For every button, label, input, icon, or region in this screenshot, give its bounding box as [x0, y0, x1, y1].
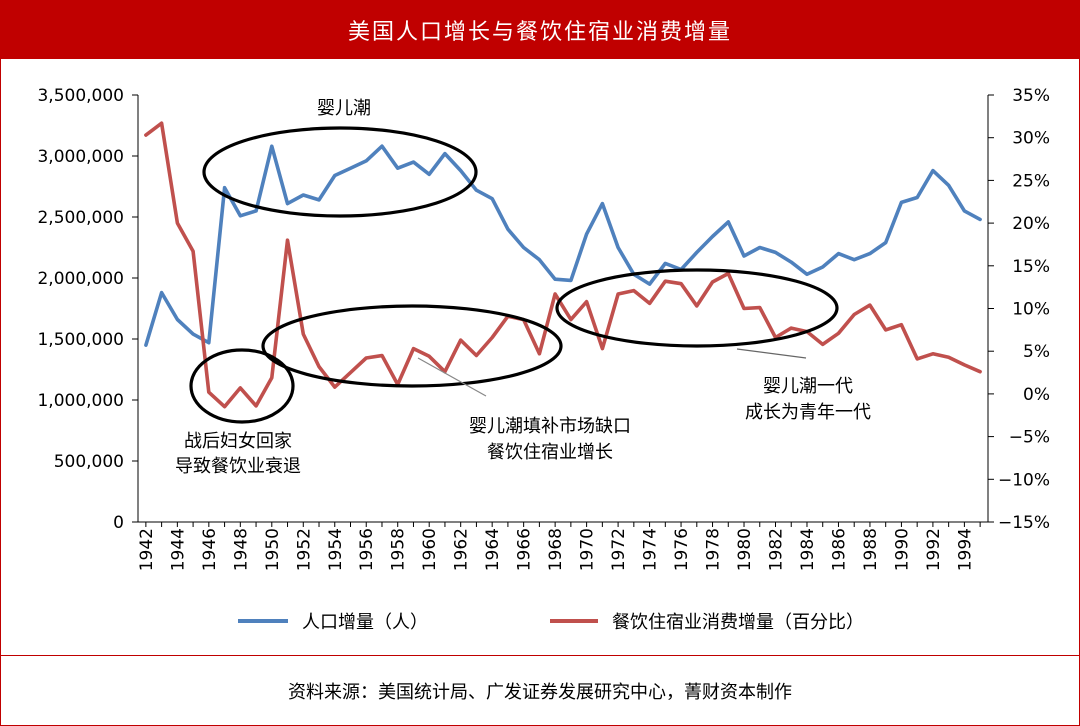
- ellipse-baby-boom: [202, 126, 478, 218]
- x-tick-label: 1982: [767, 528, 787, 571]
- annotation-fill-market-2: 餐饮住宿业增长: [487, 442, 613, 463]
- x-tick-label: 1978: [704, 528, 724, 571]
- y-left-tick-label: 500,000: [54, 452, 124, 472]
- x-tick-label: 1964: [483, 528, 503, 571]
- x-tick-label: 1952: [294, 528, 314, 571]
- x-tick-label: 1948: [231, 528, 251, 571]
- y-left-tick-label: 2,000,000: [37, 269, 124, 289]
- y-right-tick-label: 30%: [1012, 129, 1050, 149]
- y-right-tick-label: 15%: [1012, 257, 1050, 277]
- x-tick-label: 1958: [389, 528, 409, 571]
- axes: 0 500,000 1,000,000 1,500,000 2,000,000 2,500…: [37, 86, 1050, 571]
- x-tick-label: 1962: [452, 528, 472, 571]
- y-right-tick-label: 0%: [1023, 385, 1050, 405]
- x-tick-label: 1974: [641, 528, 661, 571]
- legend-consumption-label: 餐饮住宿业消费增量（百分比）: [612, 612, 864, 633]
- y-left-tick-label: 1,000,000: [37, 391, 124, 411]
- consumption-series-line: [144, 121, 982, 409]
- x-tick-label: 1960: [420, 528, 440, 571]
- y-right-tick-label: 35%: [1012, 86, 1050, 106]
- y-right-tick-label: 25%: [1012, 171, 1050, 191]
- y-left-tick-label: 1,500,000: [37, 330, 124, 350]
- x-tick-label: 1990: [892, 528, 912, 571]
- x-tick-label: 1992: [924, 528, 944, 571]
- population-series-line: [144, 144, 982, 347]
- ellipse-postwar: [189, 348, 295, 424]
- pointer-boomer-generation: [736, 348, 807, 359]
- x-tick-label: 1984: [798, 528, 818, 571]
- x-tick-label: 1968: [546, 528, 566, 571]
- x-tick-label: 1972: [609, 528, 629, 571]
- x-tick-label: 1944: [168, 528, 188, 571]
- x-tick-label: 1994: [955, 528, 975, 571]
- x-tick-label: 1988: [861, 528, 881, 571]
- x-tick-label: 1986: [829, 528, 849, 571]
- y-right-tick-label: 10%: [1012, 300, 1050, 320]
- y-left-tick-label: 0: [113, 513, 124, 533]
- x-tick-label: 1954: [326, 528, 346, 571]
- y-right-tick-label: −15%: [998, 513, 1050, 533]
- x-tick-label: 1970: [578, 528, 598, 571]
- chart-title: 美国人口增长与餐饮住宿业消费增量: [1, 1, 1079, 59]
- annotation-ellipses: [189, 126, 839, 424]
- x-tick-label: 1946: [200, 528, 220, 571]
- x-tick-label: 1950: [263, 528, 283, 571]
- legend-population-label: 人口增量（人）: [302, 612, 428, 633]
- x-tick-label: 1976: [672, 528, 692, 571]
- annotation-boomer-1: 婴儿潮一代: [763, 376, 853, 397]
- annotation-postwar-2: 导致餐饮业衰退: [175, 456, 301, 477]
- series-layer: [144, 121, 982, 409]
- annotation-baby-boom: 婴儿潮: [317, 98, 371, 119]
- ellipse-fill-market: [261, 304, 563, 388]
- x-tick-label: 1956: [357, 528, 377, 571]
- ellipse-boomer-generation: [555, 268, 839, 348]
- y-right-tick-label: 20%: [1012, 214, 1050, 234]
- y-left-tick-label: 3,500,000: [37, 86, 124, 106]
- annotation-boomer-2: 成长为青年一代: [745, 402, 871, 423]
- pointer-fill-market: [417, 357, 487, 397]
- x-tick-label: 1980: [735, 528, 755, 571]
- legend: 人口增量（人） 餐饮住宿业消费增量（百分比）: [238, 612, 864, 633]
- y-left-tick-label: 3,000,000: [37, 147, 124, 167]
- y-left-tick-label: 2,500,000: [37, 208, 124, 228]
- y-right-tick-label: 5%: [1023, 342, 1050, 362]
- x-tick-label: 1942: [137, 528, 157, 571]
- y-right-tick-label: −10%: [998, 470, 1050, 490]
- source-note: 资料来源：美国统计局、广发证券发展研究中心，菁财资本制作: [1, 655, 1079, 725]
- annotation-fill-market-1: 婴儿潮填补市场缺口: [469, 416, 631, 437]
- y-right-tick-label: −5%: [1009, 428, 1050, 448]
- annotation-postwar-1: 战后妇女回家: [184, 431, 292, 452]
- x-tick-label: 1966: [515, 528, 535, 571]
